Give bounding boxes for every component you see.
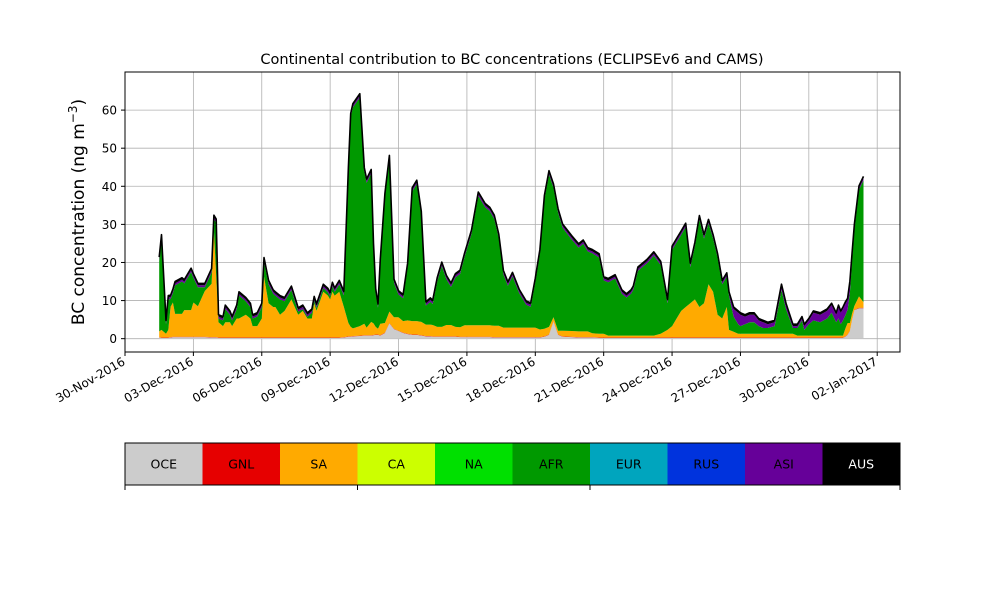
x-tick-label: 24-Dec-2016 [600, 354, 674, 405]
area-sa [159, 230, 864, 338]
x-tick-label: 03-Dec-2016 [122, 354, 196, 405]
legend-swatch-asi [745, 443, 823, 485]
x-tick-label: 30-Nov-2016 [53, 354, 127, 405]
legend-label-rus: RUS [693, 457, 719, 472]
x-tick-label: 27-Dec-2016 [669, 354, 743, 405]
x-tick-label: 15-Dec-2016 [395, 354, 469, 405]
x-tick-label: 02-Jan-2017 [809, 354, 880, 403]
axes-frame [124, 71, 901, 353]
legend-colorbar: OCE GNL SA CA NA AFR EUR RUS ASI AUS [124, 442, 901, 490]
plot-area: 0 10 20 30 40 50 60 30-Nov-201603-Dec-201606-De… [53, 71, 901, 405]
y-tick-label: 60 [102, 104, 117, 118]
legend-swatch-eur [590, 443, 668, 485]
legend-label-sa: SA [310, 457, 327, 472]
x-tick-label: 09-Dec-2016 [258, 354, 332, 405]
total-line [158, 92, 865, 325]
x-tick-label: 18-Dec-2016 [464, 354, 538, 405]
legend-label-aus: AUS [848, 457, 874, 472]
legend-label-asi: ASI [774, 457, 794, 472]
legend-swatch-afr [512, 443, 591, 485]
legend-label-ca: CA [388, 457, 406, 472]
y-tick-label: 40 [102, 180, 117, 194]
y-tick-label: 20 [102, 256, 117, 270]
chart-title: Continental contribution to BC concentra… [260, 52, 763, 68]
y-tick-label: 50 [102, 142, 117, 156]
y-axis-label: BC concentration (ng m−3) [66, 99, 89, 325]
area-afr [159, 97, 864, 336]
y-tick-label: 10 [102, 294, 117, 308]
legend-swatch-ca [357, 443, 436, 485]
x-tick-label: 12-Dec-2016 [327, 354, 401, 405]
legend-swatch-rus [667, 443, 746, 485]
x-tick-label: 21-Dec-2016 [532, 354, 606, 405]
legend-swatch-na [435, 443, 513, 485]
legend-label-gnl: GNL [228, 457, 254, 472]
stacked-areas [158, 92, 865, 339]
legend-frame [124, 442, 901, 486]
legend-label-afr: AFR [539, 457, 564, 472]
legend-swatch-sa [280, 443, 358, 485]
legend-label-oce: OCE [151, 457, 178, 472]
x-tick-label: 30-Dec-2016 [737, 354, 811, 405]
legend-swatch-aus [822, 443, 901, 485]
legend-swatch-gnl [202, 443, 281, 485]
x-tick-label: 06-Dec-2016 [190, 354, 264, 405]
legend-label-na: NA [465, 457, 483, 472]
y-tick-label: 30 [102, 218, 117, 232]
legend-label-eur: EUR [616, 457, 642, 472]
legend-swatch-oce [125, 443, 203, 485]
y-tick-label: 0 [109, 332, 117, 346]
